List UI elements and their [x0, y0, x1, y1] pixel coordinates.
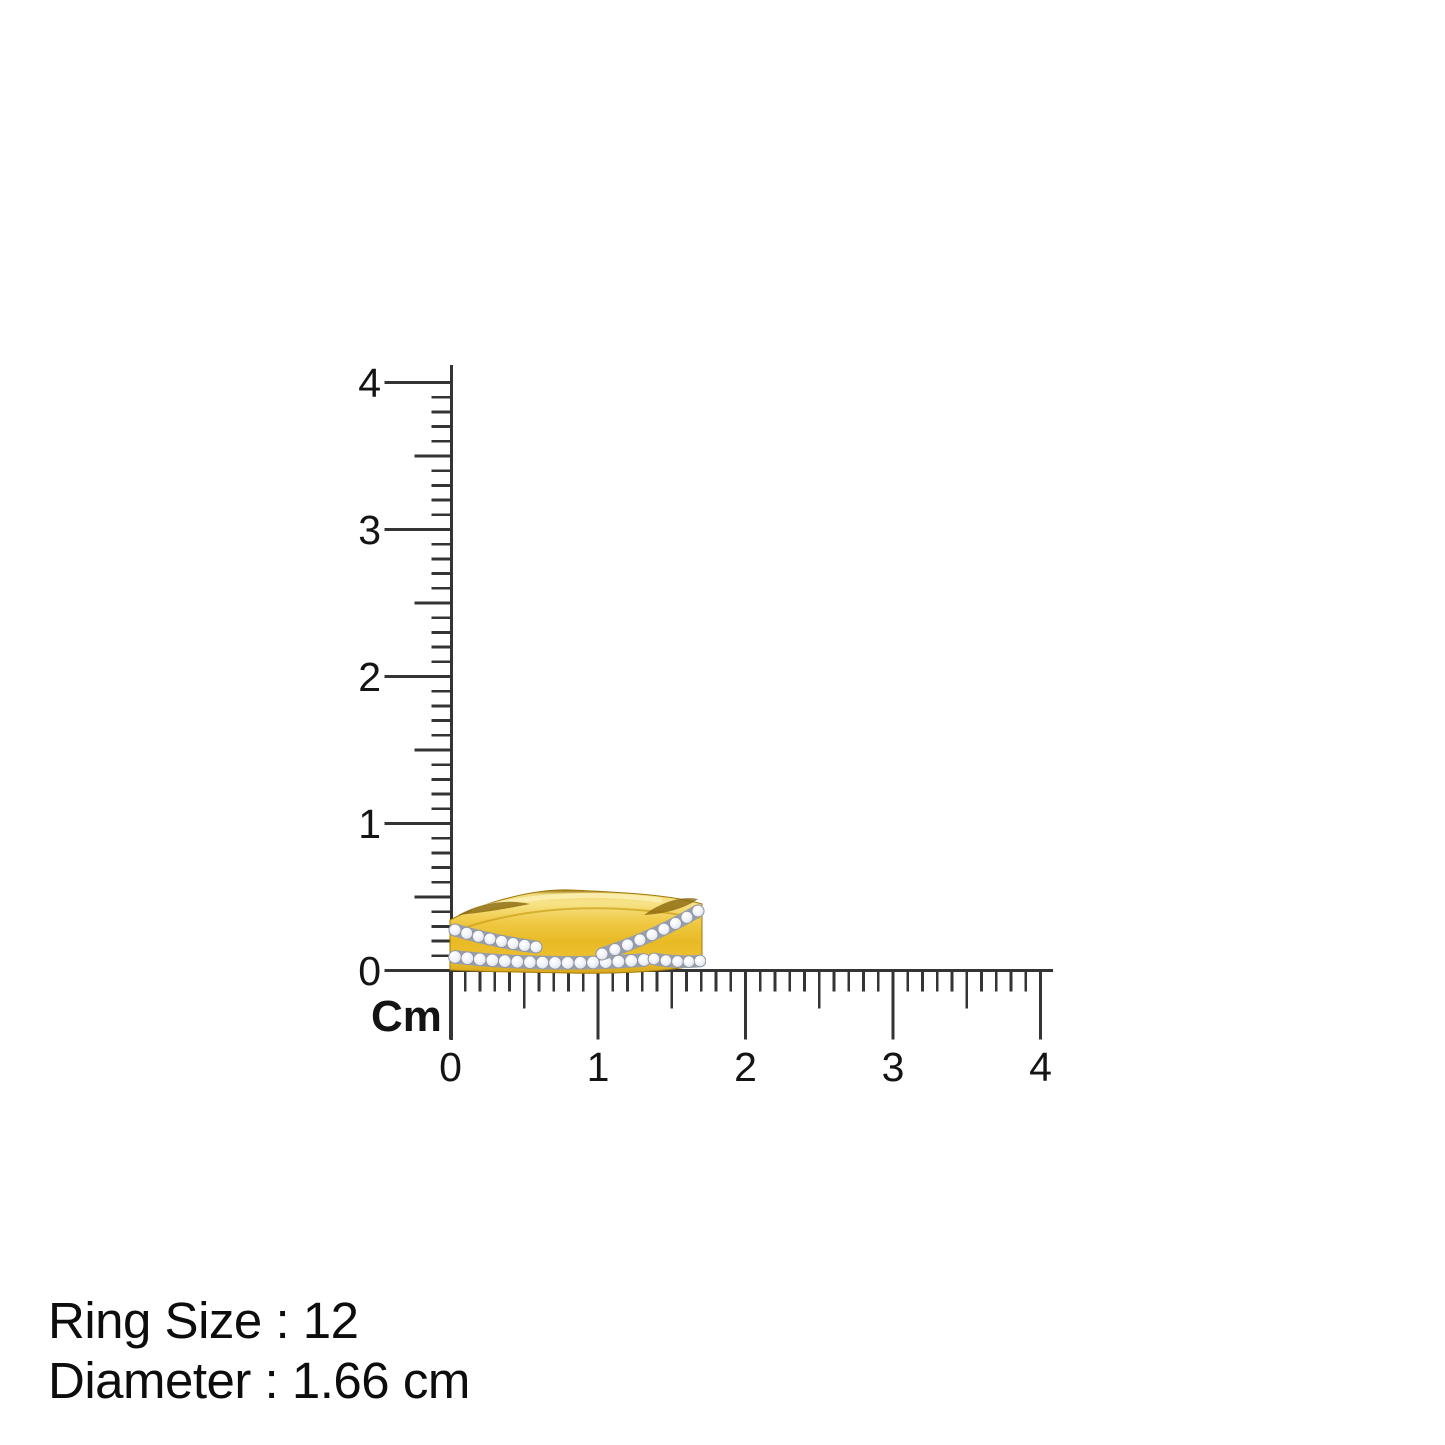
diamond-stone	[548, 956, 562, 970]
diamond-sparkle	[672, 919, 676, 924]
pave-row-bottom-right	[647, 952, 706, 968]
h-ruler-label-4: 4	[1029, 1044, 1052, 1090]
v-ruler-label-1: 1	[358, 801, 381, 847]
pave-row-upper-left	[448, 923, 543, 954]
diamond-sparkle	[539, 958, 543, 963]
ring-size-text: Ring Size : 12	[48, 1292, 359, 1349]
diamond-sparkle	[650, 955, 655, 960]
ring-opening-left	[458, 901, 530, 915]
ruler-ticks	[384, 381, 1042, 1040]
diamond-stone	[483, 932, 497, 946]
diamond-sparkle	[636, 936, 641, 941]
diamond-pave-rows	[448, 904, 706, 970]
diamond-stone	[448, 950, 462, 964]
v-ruler-label-0: 0	[358, 948, 381, 994]
diamond-sparkle	[624, 941, 628, 946]
diamond-sparkle	[475, 932, 479, 937]
diamond-sparkle	[532, 943, 537, 948]
diamond-sparkle	[498, 937, 503, 942]
diamond-stone	[633, 933, 647, 947]
diamond-stone	[669, 916, 682, 930]
diamond-stone	[693, 954, 706, 968]
h-ruler-label-2: 2	[734, 1044, 757, 1090]
diamond-stone	[535, 955, 550, 970]
diamond-sparkle	[615, 957, 619, 962]
diamond-stone	[691, 904, 705, 918]
diamond-stone	[506, 937, 520, 951]
diamond-sparkle	[551, 959, 556, 963]
diamond-sparkle	[451, 926, 456, 931]
diamond-stone	[621, 938, 634, 952]
product-details: Ring Size : 12 Diameter : 1.66 cm	[48, 1291, 470, 1411]
diamond-sparkle	[564, 959, 569, 964]
diamond-stone	[682, 955, 696, 968]
diamond-stone	[647, 952, 661, 966]
diamond-stone	[659, 954, 673, 967]
diamond-sparkle	[627, 957, 632, 961]
v-ruler-label-3: 3	[358, 507, 381, 553]
diamond-sparkle	[577, 959, 581, 963]
diamond-sparkle	[589, 958, 594, 963]
diamond-stone	[680, 910, 694, 924]
diamond-stone	[495, 934, 508, 948]
diamond-sparkle	[501, 957, 506, 962]
diamond-stone	[471, 929, 485, 943]
pave-row-rising-right	[595, 904, 705, 961]
diamond-stone	[608, 943, 622, 957]
diamond-sparkle	[486, 935, 491, 940]
diamond-stone	[460, 951, 475, 966]
diamond-sparkle	[464, 954, 468, 959]
diamond-stone	[498, 954, 512, 968]
diamond-sparkle	[696, 957, 701, 962]
diamond-sparkle	[694, 907, 699, 912]
diamond-stone	[645, 928, 659, 942]
diamond-stone	[473, 952, 487, 967]
h-ruler-label-1: 1	[587, 1044, 610, 1090]
diamond-stone	[573, 956, 588, 970]
diamond-sparkle	[451, 953, 456, 958]
ring-opening-right	[644, 898, 698, 915]
h-ruler-label-0: 0	[439, 1044, 462, 1090]
diamond-stone	[624, 954, 638, 968]
diamond-stone	[529, 940, 543, 954]
unit-label: Cm	[371, 992, 442, 1041]
diamond-sparkle	[489, 956, 493, 961]
diamond-stone	[448, 923, 462, 937]
diamond-sparkle	[509, 940, 514, 944]
diamond-sparkle	[685, 958, 690, 962]
v-ruler-label-2: 2	[358, 654, 381, 700]
diamond-stone	[560, 956, 575, 970]
diamond-sparkle	[611, 946, 616, 950]
diamond-sparkle	[514, 958, 518, 962]
diamond-sparkle	[674, 958, 678, 962]
diamond-sparkle	[526, 958, 531, 963]
diamond-sparkle	[660, 925, 665, 930]
diamond-sparkle	[683, 913, 688, 918]
diamond-stone	[485, 953, 500, 968]
h-ruler-label-3: 3	[882, 1044, 905, 1090]
diamond-stone	[611, 954, 626, 969]
v-ruler-label-4: 4	[358, 360, 381, 406]
diamond-sparkle	[463, 929, 468, 934]
diamond-sparkle	[521, 941, 526, 946]
ring-photo	[448, 889, 706, 974]
diamond-stone	[523, 955, 537, 970]
diamond-stone	[460, 926, 474, 940]
diamond-sparkle	[662, 957, 667, 961]
diamond-stone	[671, 955, 684, 968]
pave-row-bottom	[448, 950, 651, 970]
diamond-sparkle	[640, 956, 645, 961]
diamond-sparkle	[598, 950, 603, 955]
diameter-text: Diameter : 1.66 cm	[48, 1352, 470, 1409]
diamond-stone	[518, 938, 532, 952]
diamond-sparkle	[648, 931, 653, 935]
diamond-stone	[510, 955, 525, 969]
ruler-numbers: 0 1 2 3 4 0 1 2 3 4	[358, 360, 1052, 1090]
diamond-stone	[595, 947, 609, 961]
diamond-sparkle	[476, 955, 481, 960]
diamond-stone	[657, 922, 671, 936]
